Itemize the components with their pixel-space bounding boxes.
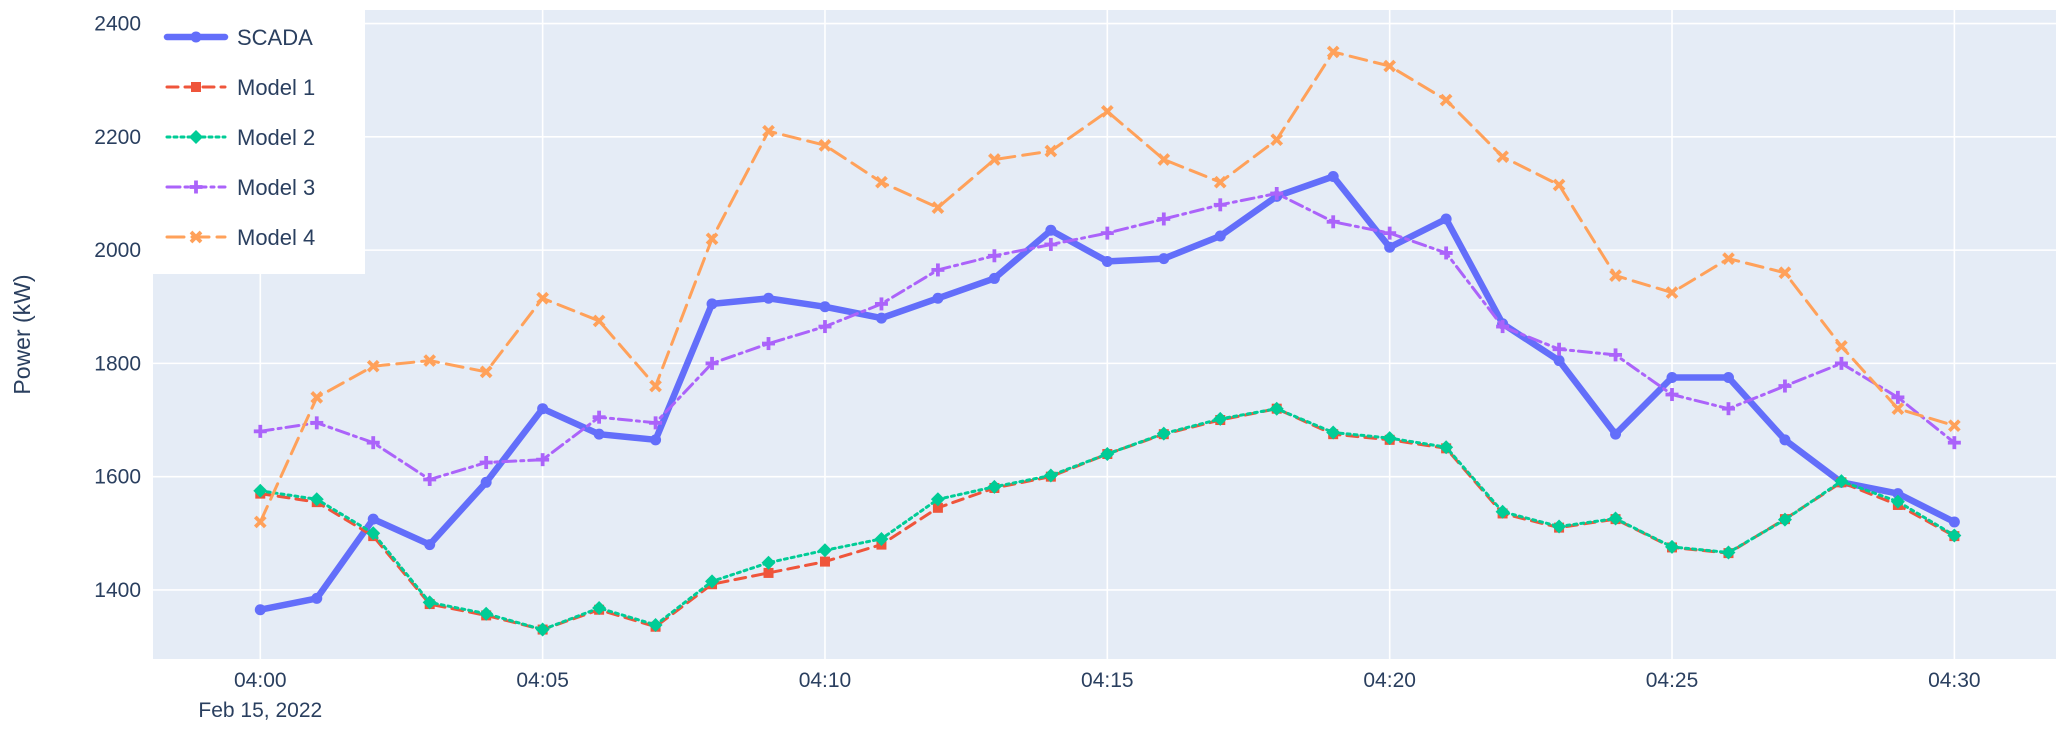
- legend-item-model-3[interactable]: Model 3: [165, 175, 315, 200]
- series-scada: [254, 170, 1960, 616]
- svg-text:1800: 1800: [94, 352, 141, 375]
- grid-lines: [153, 10, 2056, 659]
- svg-text:04:00: 04:00: [234, 669, 287, 692]
- legend-item-scada[interactable]: SCADA: [163, 25, 313, 50]
- legend-item-label: Model 2: [237, 125, 315, 150]
- svg-text:04:30: 04:30: [1928, 669, 1981, 692]
- legend-background: [153, 10, 365, 274]
- plot-background: [153, 10, 2056, 659]
- svg-text:04:10: 04:10: [799, 669, 852, 692]
- legend-item-model-4[interactable]: Model 4: [165, 225, 315, 250]
- svg-text:2200: 2200: [94, 126, 141, 149]
- svg-text:04:15: 04:15: [1081, 669, 1134, 692]
- svg-text:04:05: 04:05: [516, 669, 569, 692]
- legend-item-label: Model 1: [237, 75, 315, 100]
- x-axis-tick-labels: 04:00 04:05 04:10 04:15 04:20 04:25 04:30 Feb 1…: [198, 669, 1980, 722]
- series-model-2: [253, 401, 1962, 637]
- y-axis-title: Power (kW): [9, 274, 35, 394]
- legend: SCADA Model 1 Model 2 Model 3 Model 4: [153, 10, 365, 274]
- legend-item-model-2[interactable]: Model 2: [165, 125, 315, 150]
- svg-text:2000: 2000: [94, 239, 141, 262]
- legend-item-label: Model 4: [237, 225, 315, 250]
- x-axis-date-label: Feb 15, 2022: [198, 699, 322, 722]
- svg-text:1600: 1600: [94, 466, 141, 489]
- svg-text:04:25: 04:25: [1646, 669, 1699, 692]
- series-model-3: [253, 186, 1961, 486]
- legend-item-label: Model 3: [237, 175, 315, 200]
- svg-text:1400: 1400: [94, 579, 141, 602]
- y-axis-tick-labels: 1400 1600 1800 2000 2200 2400: [94, 13, 141, 602]
- series-model-4: [253, 45, 1961, 529]
- legend-item-label: SCADA: [237, 25, 313, 50]
- legend-item-model-1[interactable]: Model 1: [165, 75, 315, 100]
- svg-text:2400: 2400: [94, 13, 141, 36]
- svg-text:04:20: 04:20: [1363, 669, 1416, 692]
